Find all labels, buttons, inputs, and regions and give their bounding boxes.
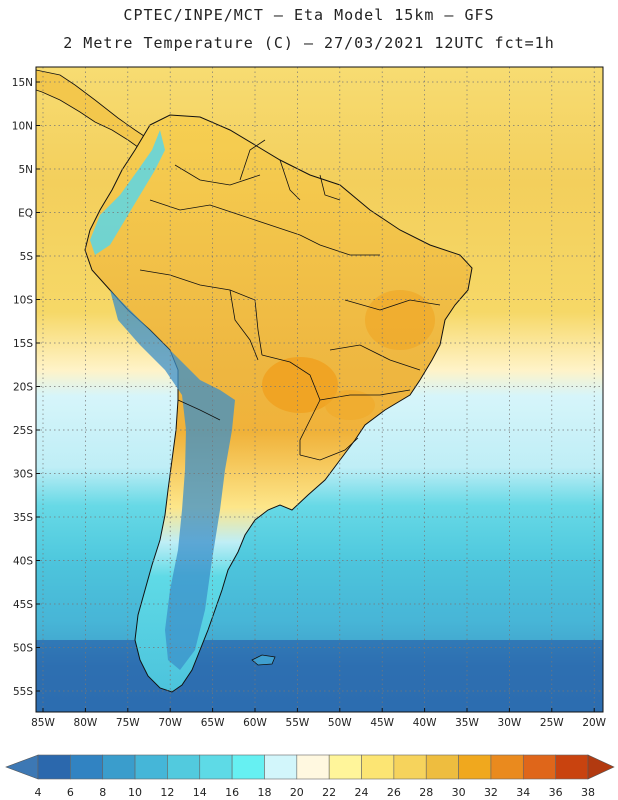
colorbar-label: 38 — [581, 786, 595, 799]
colorbar-segment — [458, 754, 492, 780]
lon-label: 55W — [286, 717, 310, 729]
colorbar-segment — [199, 754, 233, 780]
lat-label: 10S — [13, 295, 33, 307]
colorbar-label: 6 — [67, 786, 74, 799]
lat-label: 15N — [12, 77, 33, 89]
lon-label: 75W — [116, 717, 140, 729]
lon-label: 20W — [582, 717, 606, 729]
andes-cold-ridge — [90, 130, 165, 255]
lon-label: 35W — [455, 717, 479, 729]
lat-label: 40S — [13, 556, 33, 568]
lat-label: 20S — [13, 382, 33, 394]
lat-label: 5S — [20, 251, 34, 263]
colorbar-label: 36 — [549, 786, 563, 799]
colorbar-segment — [296, 754, 330, 780]
colorbar-label: 20 — [290, 786, 304, 799]
falkland-islands — [251, 654, 276, 666]
colorbar-high-arrow — [587, 754, 615, 780]
lat-label: 10N — [12, 121, 33, 133]
lat-label: EQ — [18, 208, 33, 220]
colorbar-segment — [490, 754, 524, 780]
country-borders — [139, 139, 441, 461]
lon-label: 60W — [243, 717, 267, 729]
lon-label: 70W — [158, 717, 182, 729]
map-subtitle: 2 Metre Temperature (C) – 27/03/2021 12U… — [63, 34, 555, 52]
lon-label: 80W — [74, 717, 98, 729]
map-frame — [35, 66, 604, 713]
lat-label: 5N — [18, 164, 33, 176]
lon-label: 25W — [540, 717, 564, 729]
lat-label: 45S — [13, 599, 33, 611]
colorbar-segment — [361, 754, 395, 780]
colorbar-labels: 4 6 8 10 12 14 16 18 20 22 24 26 28 30 32 34 36 38 — [35, 786, 596, 799]
lat-label: 50S — [13, 643, 33, 655]
colorbar-label: 34 — [516, 786, 530, 799]
lon-label: 30W — [498, 717, 522, 729]
colorbar-segment — [393, 754, 427, 780]
map-title: CPTEC/INPE/MCT – Eta Model 15km – GFS — [123, 6, 495, 24]
colorbar-label: 12 — [160, 786, 174, 799]
colorbar-segment — [134, 754, 168, 780]
ocean-cool-band — [36, 560, 603, 640]
lat-label: 15S — [13, 338, 33, 350]
lat-label: 30S — [13, 469, 33, 481]
colorbar-segment — [102, 754, 136, 780]
latitude-labels: 15N 10N 5N EQ 5S 10S 15S 20S 25S 30S 35S 40S 45S 50S 5… — [12, 77, 40, 698]
colorbar-segment — [522, 754, 556, 780]
colorbar-label: 16 — [225, 786, 239, 799]
warm-spot-northeast — [365, 290, 435, 350]
graticule — [36, 67, 603, 712]
colorbar-label: 30 — [452, 786, 466, 799]
lon-label: 85W — [31, 717, 55, 729]
colorbar-label: 8 — [99, 786, 106, 799]
colorbar-segment — [328, 754, 362, 780]
colorbar-label: 28 — [419, 786, 433, 799]
colorbar-segment — [70, 754, 104, 780]
colorbar-label: 4 — [35, 786, 42, 799]
lon-label: 50W — [328, 717, 352, 729]
lat-label: 25S — [13, 425, 33, 437]
andes-cold-ridge-south — [110, 290, 235, 670]
central-america-landmass — [36, 69, 151, 151]
lon-label: 45W — [370, 717, 394, 729]
colorbar-segment — [264, 754, 298, 780]
colorbar-label: 14 — [193, 786, 207, 799]
warm-spot-south — [325, 390, 375, 420]
colorbar-label: 26 — [387, 786, 401, 799]
lat-label: 55S — [13, 686, 33, 698]
lat-label: 35S — [13, 512, 33, 524]
colorbar — [5, 754, 615, 780]
colorbar-label: 32 — [484, 786, 498, 799]
lon-label: 65W — [201, 717, 225, 729]
colorbar-label: 10 — [128, 786, 142, 799]
warm-spot-mato-grosso — [262, 357, 338, 413]
lon-label: 40W — [413, 717, 437, 729]
colorbar-segment — [37, 754, 71, 780]
ocean-cold-band — [36, 640, 603, 712]
colorbar-segment — [555, 754, 589, 780]
longitude-labels: 85W 80W 75W 70W 65W 60W 55W 50W 45W 40W 35W 30W 25W 2… — [31, 708, 607, 729]
colorbar-segment — [425, 754, 459, 780]
colorbar-label: 22 — [322, 786, 336, 799]
colorbar-low-arrow — [5, 754, 39, 780]
colorbar-label: 24 — [355, 786, 369, 799]
colorbar-segment — [231, 754, 265, 780]
colorbar-segment — [167, 754, 201, 780]
colorbar-label: 18 — [257, 786, 271, 799]
